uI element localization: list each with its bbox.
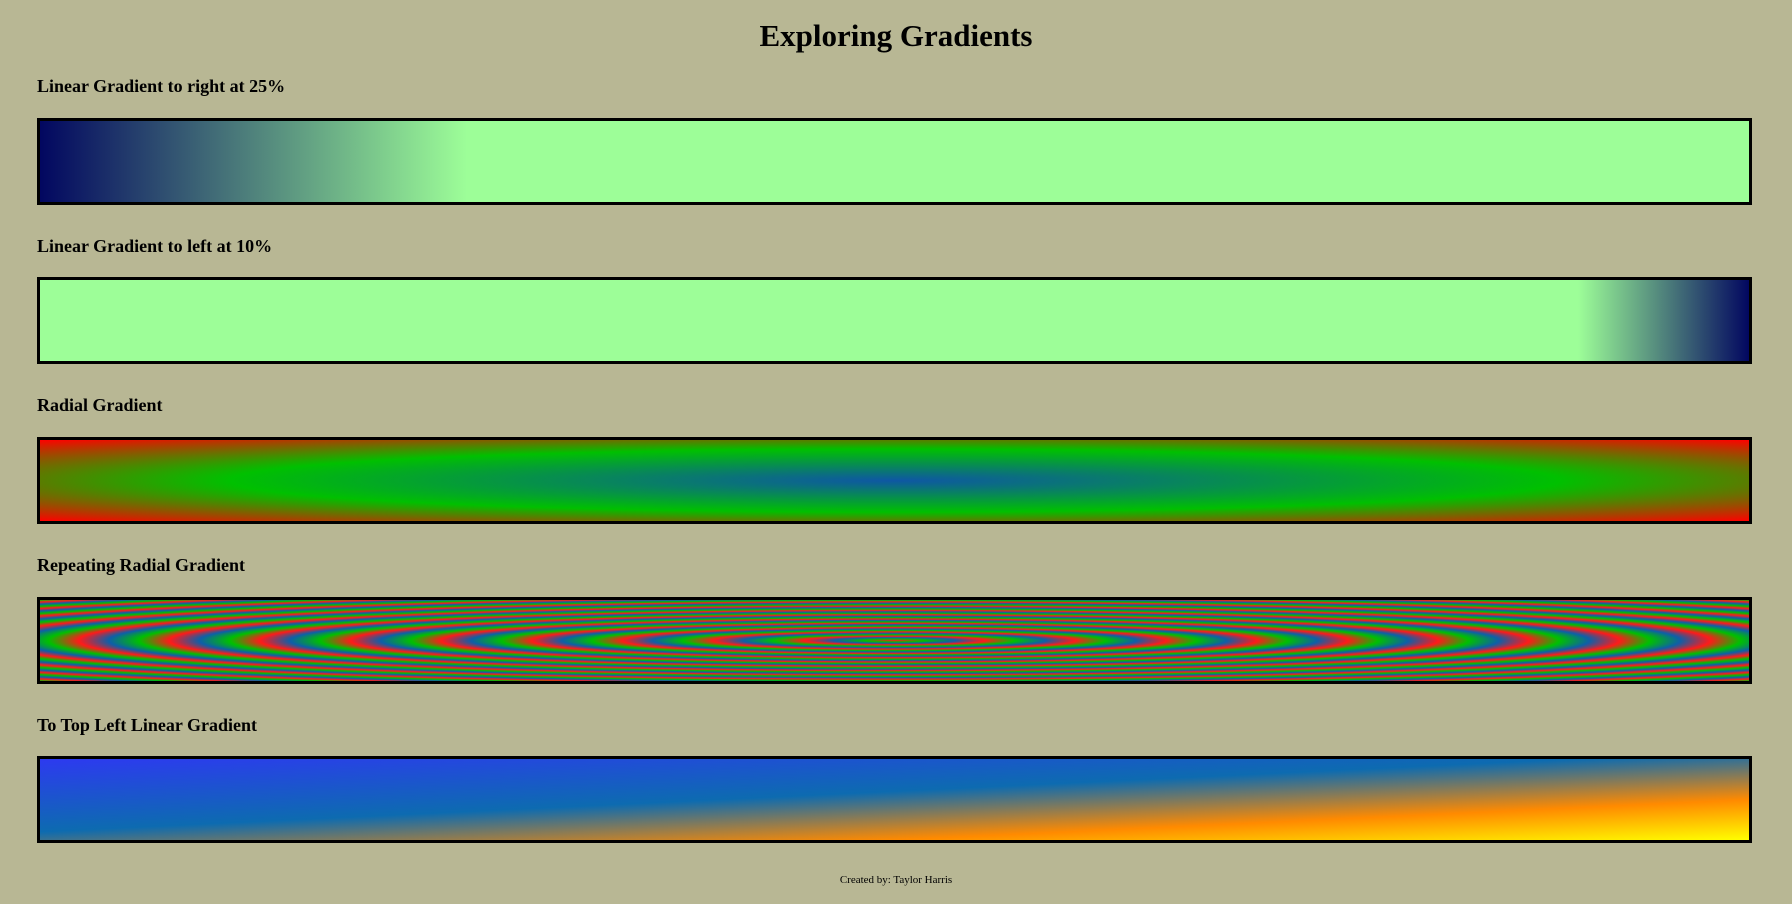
gradient-box-linear-left [37,277,1752,364]
gradient-box-repeating-radial [37,597,1752,684]
section-label-linear-right: Linear Gradient to right at 25% [37,76,286,96]
gradient-box-top-left-linear [37,756,1752,843]
section-label-radial: Radial Gradient [37,395,163,415]
section-label-repeating-radial: Repeating Radial Gradient [37,555,246,575]
page-title: Exploring Gradients [759,18,1033,53]
footer-credit: Created by: Taylor Harris [839,874,953,886]
gradient-box-radial [37,437,1752,524]
section-label-top-left-linear: To Top Left Linear Gradient [37,715,258,735]
section-label-linear-left: Linear Gradient to left at 10% [37,236,273,256]
gradient-box-linear-right [37,118,1752,205]
